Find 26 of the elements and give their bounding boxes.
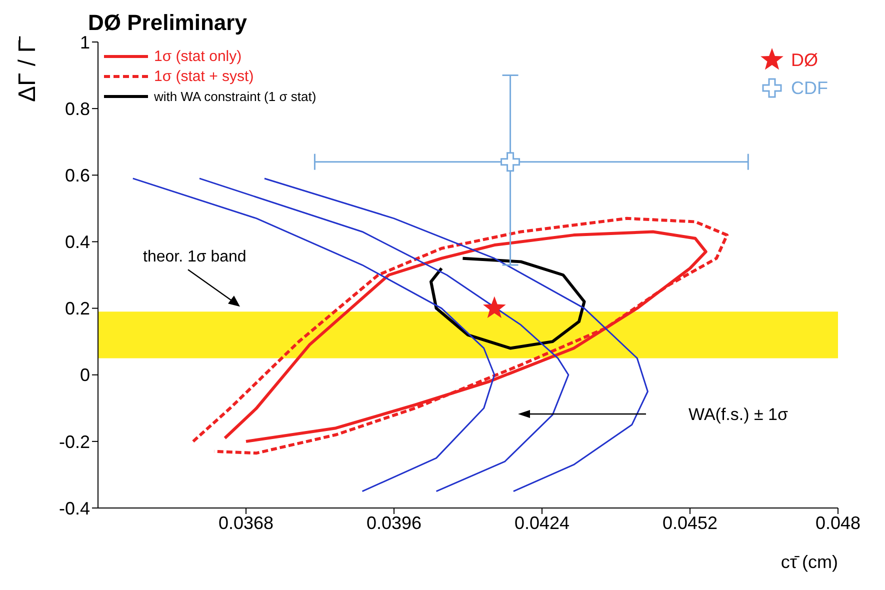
y-tick-label: 0 [80, 365, 90, 386]
legend-label: 1σ (stat + syst) [154, 68, 254, 84]
legend-label: with WA constraint (1 σ stat) [154, 88, 316, 104]
y-tick-label: 0.8 [64, 98, 90, 119]
y-tick-label: -0.2 [58, 432, 90, 452]
x-tick-label: 0.048 [815, 512, 861, 533]
legend-label: CDF [791, 78, 828, 98]
y-tick-label: 0.4 [64, 232, 90, 252]
y-tick-label: -0.4 [58, 498, 90, 518]
band-label: theor. 1σ band [143, 248, 246, 266]
x-tick-label: 0.0424 [514, 512, 570, 533]
line-series [430, 256, 586, 350]
legend-label: DØ [791, 50, 818, 70]
line-series [264, 178, 648, 492]
x-axis-title: cτ̄ (cm) [780, 552, 838, 572]
x-tick-label: 0.0368 [218, 512, 274, 533]
y-tick-label: 0.2 [64, 298, 90, 319]
y-tick-label: 1 [80, 32, 90, 52]
x-tick-label: 0.0396 [366, 512, 422, 533]
y-tick-label: 0.6 [64, 166, 90, 186]
chart-title: DØ Preliminary [88, 10, 247, 36]
y-axis-title: ΔΓ / Γ̄ [14, 36, 42, 102]
x-tick-label: 0.0452 [662, 512, 718, 533]
line-series [132, 178, 496, 492]
legend-label: 1σ (stat only) [154, 48, 242, 64]
annotation: WA(f.s.) ± 1σ [688, 405, 789, 424]
